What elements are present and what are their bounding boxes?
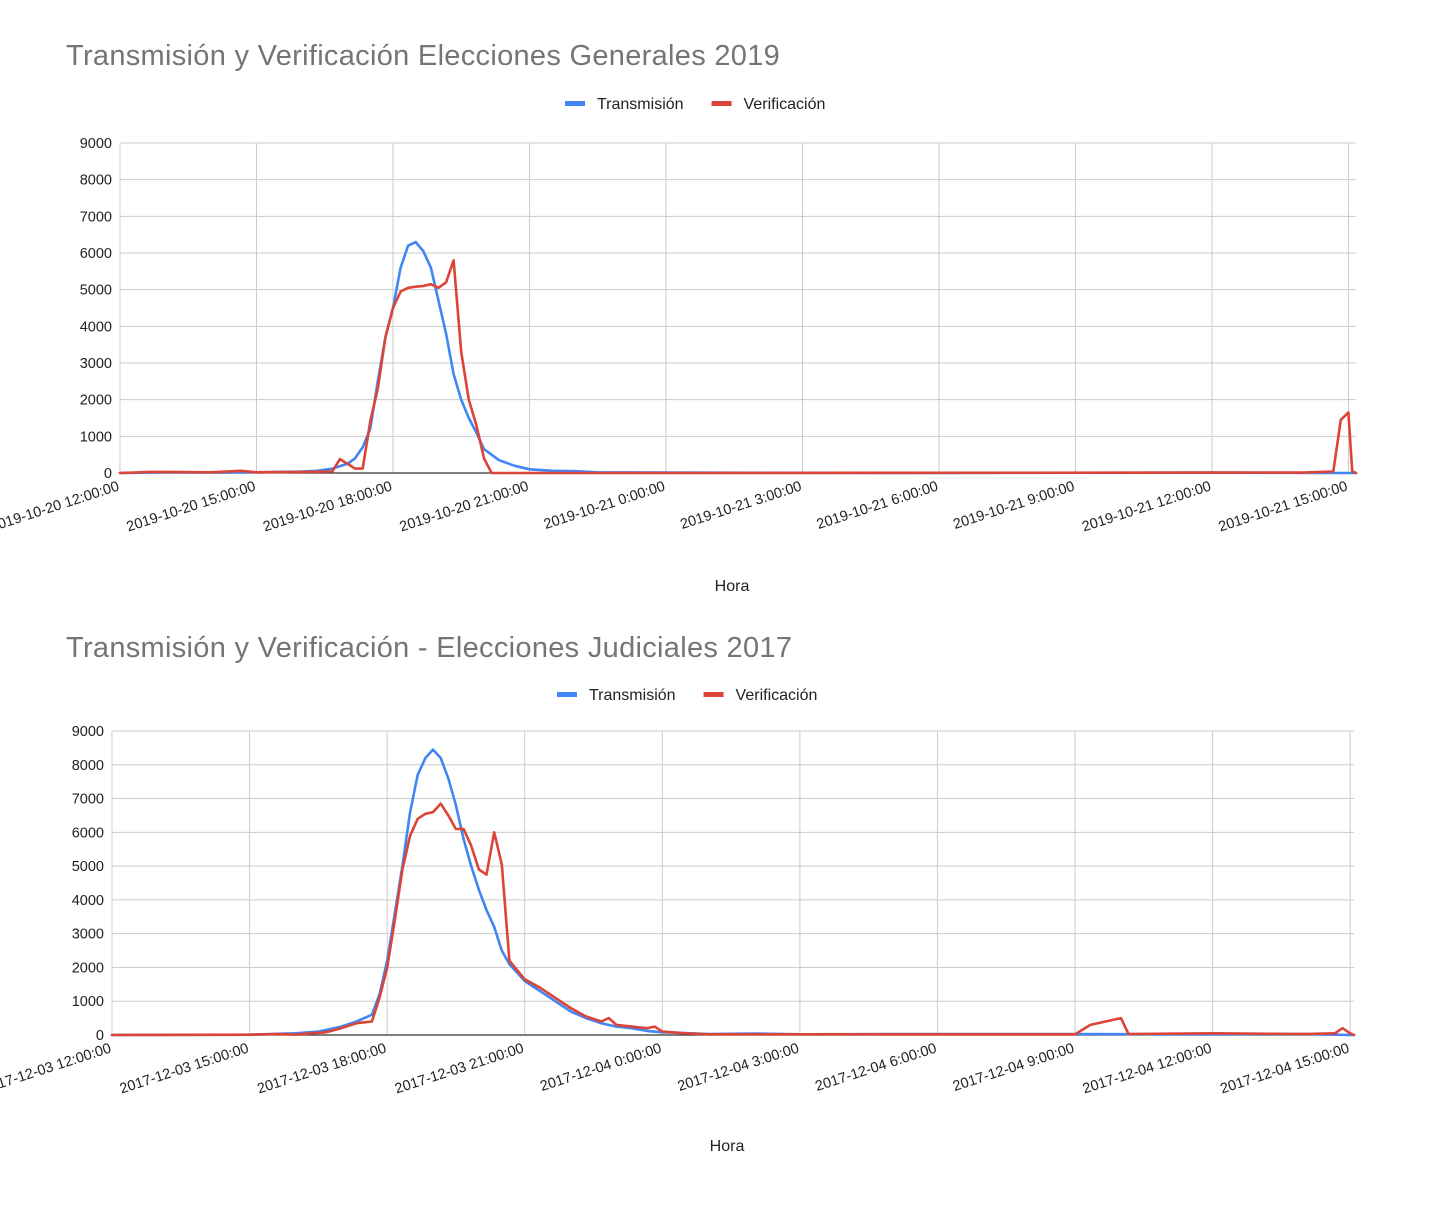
y-tick-label: 1000 — [80, 429, 112, 445]
y-tick-label: 7000 — [72, 792, 104, 808]
x-tick-label: 2019-10-21 9:00:00 — [951, 479, 1076, 533]
chart-panel-elecciones-judiciales-2017: Transmisión y Verificación - Elecciones … — [0, 610, 1440, 1190]
gridlines — [111, 730, 1354, 1035]
x-tick-label: 2017-12-03 15:00:00 — [118, 1041, 251, 1098]
y-tick-label: 5000 — [80, 283, 112, 299]
x-tick-label: 2019-10-21 15:00:00 — [1217, 479, 1350, 536]
legend: Transmisión Verificación — [557, 687, 817, 704]
legend-label: Verificación — [736, 687, 818, 704]
x-tick-label: 2017-12-04 0:00:00 — [538, 1041, 663, 1095]
x-tick-label: 2019-10-21 6:00:00 — [815, 479, 940, 533]
x-tick-label: 2017-12-04 6:00:00 — [813, 1041, 938, 1095]
x-tick-label: 2019-10-20 12:00:00 — [0, 479, 121, 536]
x-tick-label: 2019-10-21 0:00:00 — [542, 479, 667, 533]
legend: Transmisión Verificación — [565, 96, 825, 113]
chart-panel-elecciones-generales-2019: Transmisión y Verificación Elecciones Ge… — [0, 0, 1440, 600]
x-tick-label: 2017-12-04 3:00:00 — [676, 1041, 801, 1095]
y-tick-label: 0 — [96, 1028, 104, 1044]
x-tick-label: 2017-12-04 15:00:00 — [1218, 1041, 1351, 1098]
x-tick-label: 2017-12-03 18:00:00 — [255, 1041, 388, 1098]
legend-swatch — [565, 101, 585, 106]
y-tick-label: 4000 — [72, 893, 104, 909]
y-tick-label: 0 — [104, 466, 112, 482]
y-tick-label: 2000 — [72, 960, 104, 976]
y-tick-label: 8000 — [72, 758, 104, 774]
y-tick-label: 4000 — [80, 319, 112, 335]
x-tick-label: 2019-10-21 3:00:00 — [678, 479, 803, 533]
x-tick-label: 2017-12-04 9:00:00 — [951, 1041, 1076, 1095]
y-tick-label: 9000 — [80, 136, 112, 152]
legend-swatch — [711, 101, 732, 106]
legend-label: Transmisión — [589, 687, 676, 704]
legend-swatch — [557, 692, 577, 697]
y-tick-label: 9000 — [72, 724, 104, 740]
y-tick-label: 3000 — [72, 927, 104, 943]
x-tick-label: 2019-10-20 21:00:00 — [398, 479, 531, 536]
x-tick-label: 2019-10-20 15:00:00 — [125, 479, 258, 536]
gridlines — [119, 142, 1356, 473]
y-tick-label: 5000 — [72, 859, 104, 875]
x-tick-label: 2019-10-20 18:00:00 — [261, 479, 394, 536]
chart-title: Transmisión y Verificación - Elecciones … — [66, 632, 793, 664]
line-chart-svg: Transmisión Verificación 0 1000 2000 3000 4000… — [0, 96, 1358, 595]
legend-label: Verificación — [744, 96, 826, 113]
series-line-transmision — [118, 240, 1358, 475]
y-tick-label: 2000 — [80, 393, 112, 409]
series-line-verificacion — [118, 258, 1358, 475]
x-axis-title: Hora — [715, 578, 750, 595]
y-tick-label: 7000 — [80, 209, 112, 225]
y-tick-label: 6000 — [72, 825, 104, 841]
series-line-transmision — [110, 748, 1356, 1037]
series-line-verificacion — [110, 802, 1356, 1037]
x-tick-label: 2019-10-21 12:00:00 — [1080, 479, 1213, 536]
legend-label: Transmisión — [597, 96, 684, 113]
y-tick-label: 6000 — [80, 246, 112, 262]
x-tick-label: 2017-12-03 12:00:00 — [0, 1041, 113, 1098]
y-tick-label: 8000 — [80, 173, 112, 189]
y-tick-label: 3000 — [80, 356, 112, 372]
y-tick-label: 1000 — [72, 994, 104, 1010]
chart-title: Transmisión y Verificación Elecciones Ge… — [66, 40, 781, 72]
x-tick-label: 2017-12-03 21:00:00 — [393, 1041, 526, 1098]
legend-swatch — [703, 692, 724, 697]
x-axis-title: Hora — [710, 1138, 745, 1155]
line-chart-svg: Transmisión Verificación 0 1000 2000 3000 4000… — [0, 687, 1356, 1155]
x-tick-label: 2017-12-04 12:00:00 — [1081, 1041, 1214, 1098]
